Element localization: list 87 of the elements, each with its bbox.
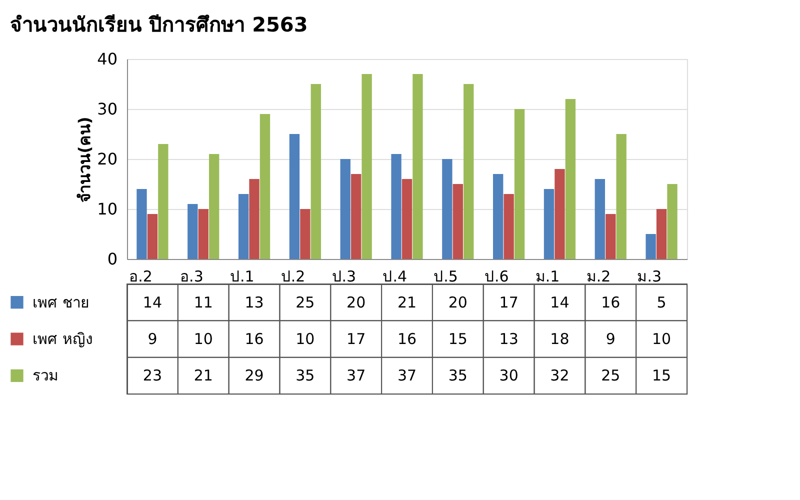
y-tick-label: 30 [97,100,118,118]
data-label: 15 [652,366,672,385]
bar [340,159,350,259]
bar [238,194,249,259]
data-label: 35 [296,366,315,385]
data-label: 20 [346,293,366,312]
data-label: 9 [606,330,616,348]
data-label: 21 [194,366,213,385]
bar [554,169,565,259]
bar [667,184,678,259]
x-tick-label: ม.1 [535,268,560,286]
bar [208,154,220,259]
bar [136,189,147,259]
x-tick-label: อ.2 [129,268,152,286]
bar [493,174,504,259]
x-tick-label: ม.3 [637,268,662,286]
data-label: 9 [148,330,158,348]
data-label: 16 [397,330,417,348]
bar [656,209,667,259]
bar [158,144,168,259]
data-label: 18 [550,330,570,348]
bar [606,214,616,259]
bar [198,209,208,259]
data-label: 23 [142,366,162,385]
x-tick-label: ป.4 [382,268,407,286]
bar [310,84,321,259]
bar [412,74,423,259]
bar [464,84,474,259]
bar [402,179,412,259]
x-tick-label: ป.1 [230,268,254,286]
x-tick-label: ป.3 [332,268,356,286]
bar [391,154,402,259]
data-label: 13 [499,330,518,348]
bar [646,234,656,259]
data-label: 16 [244,330,264,348]
data-label: 17 [346,330,366,348]
bar [249,179,260,259]
bar [351,174,362,259]
y-axis-title: จำนวน(คน) [75,116,94,202]
x-tick-label: ป.5 [434,268,458,286]
data-label: 32 [550,366,570,385]
data-label: 13 [244,293,264,312]
data-label: 21 [397,293,417,312]
x-tick-label: ป.2 [280,268,306,286]
data-label: 25 [601,366,620,385]
data-label: 14 [142,293,162,312]
bar [188,204,198,259]
bar [260,114,270,259]
x-tick-label: ม.2 [586,268,611,286]
bar [362,74,372,259]
data-label: 17 [499,293,518,312]
bar [452,184,463,259]
y-tick-label: 20 [97,150,118,168]
y-tick-label: 40 [97,50,118,68]
chart-title: จำนวนนักเรียน ปีการศึกษา 2563 [10,12,308,36]
data-label: 14 [550,293,570,312]
data-label: 5 [656,293,666,312]
data-label: 16 [601,293,620,312]
data-label: 10 [652,330,672,348]
data-label: 25 [296,293,315,312]
x-tick-label: อ.3 [180,268,204,286]
bar [442,159,452,259]
data-label: 11 [194,293,213,312]
legend-label: เพศ ชาย [32,293,90,312]
bar [544,189,554,259]
data-label: 35 [448,366,468,385]
data-label: 37 [397,366,417,385]
data-label: 37 [346,366,366,385]
data-label: 10 [194,330,213,348]
data-label: 20 [448,293,468,312]
data-label: 15 [448,330,468,348]
y-tick-label: 10 [97,200,118,218]
bar [147,214,158,259]
legend-label: เพศ หญิง [32,330,92,348]
data-label: 29 [244,366,264,385]
bar [565,99,576,259]
bar [300,209,310,259]
data-label: 30 [499,366,518,385]
bar [514,109,525,259]
legend-label: รวม [32,366,58,385]
bar [616,134,626,259]
bar [504,194,514,259]
bar [289,134,300,259]
y-tick-label: 0 [107,250,118,268]
data-label: 10 [296,330,315,348]
bar [594,179,606,259]
x-tick-label: ป.6 [484,268,509,286]
